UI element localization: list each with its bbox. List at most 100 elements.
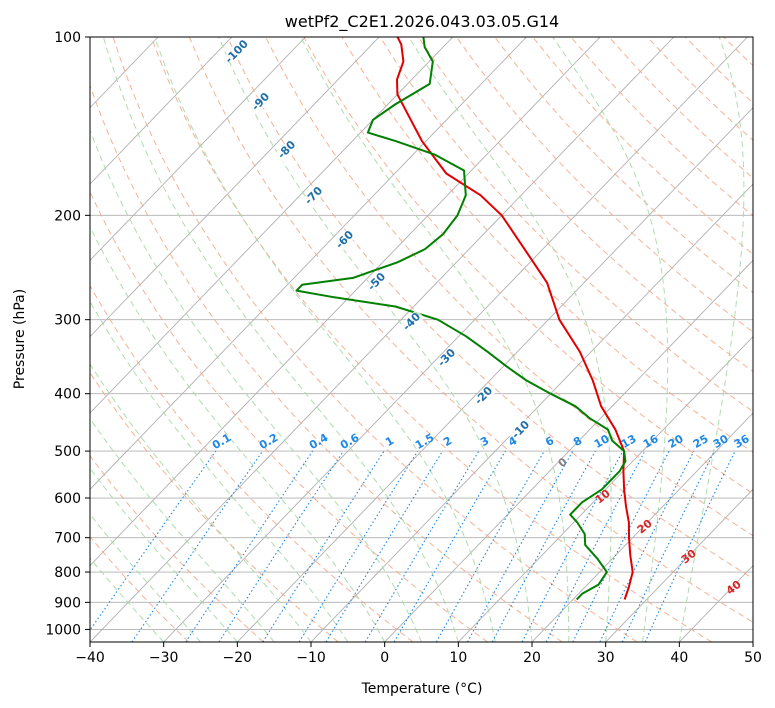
mixing-ratio-line	[621, 450, 715, 642]
isotherm-label-bg	[471, 383, 497, 409]
x-tick-label: −40	[75, 650, 105, 666]
mixing-ratio-label: 6	[543, 434, 556, 449]
dry-adiabat	[90, 284, 414, 642]
background-lines	[0, 37, 775, 642]
y-tick-label: 100	[54, 30, 81, 46]
y-tick-label: 300	[54, 313, 81, 329]
isotherm-line	[90, 37, 380, 338]
mixing-ratio-line	[218, 450, 344, 642]
x-tick-label: 50	[744, 650, 762, 666]
mixing-ratio-line	[467, 450, 574, 642]
moist-adiabat	[90, 467, 238, 642]
dry-adiabat	[150, 37, 712, 642]
mixing-ratio-label: 1	[383, 434, 396, 449]
isotherm-line	[90, 37, 527, 490]
x-tick-label: 20	[523, 650, 541, 666]
dry-adiabat	[303, 37, 753, 495]
dry-adiabat	[90, 190, 488, 642]
moist-adiabat	[218, 37, 533, 642]
isotherm-line	[237, 106, 753, 642]
isotherm-label-bg	[434, 345, 460, 371]
isotherm-label-bg	[274, 137, 300, 163]
isotherm-line	[458, 335, 753, 642]
x-tick-label: 40	[670, 650, 688, 666]
isotherm-label-bg	[508, 417, 534, 443]
moist-adiabat	[90, 363, 312, 642]
isotherm-label-bg	[248, 89, 274, 115]
isotherm-line	[752, 641, 753, 642]
x-tick-label: 30	[597, 650, 615, 666]
mixing-ratio-line	[185, 450, 314, 642]
moist-adiabat	[552, 37, 669, 642]
isotherm-label-bg	[301, 183, 327, 209]
moist-adiabat	[102, 37, 459, 642]
moist-adiabat	[408, 37, 612, 642]
isotherm-line	[0, 37, 11, 642]
dry-adiabat	[90, 371, 339, 642]
y-tick-label: 800	[54, 565, 81, 581]
profile-lines	[295, 37, 634, 601]
dry-adiabat-label: 0	[556, 455, 570, 470]
isotherm-line	[90, 37, 454, 414]
y-tick-label: 1000	[45, 622, 81, 638]
moist-adiabat	[90, 417, 275, 642]
line-labels: -100-90-80-70-60-50-40-30-20-100.1 0.2 0.4…	[210, 37, 752, 597]
dry-adiabat	[762, 37, 775, 642]
moist-adiabat	[300, 37, 570, 642]
mixing-ratio-line	[435, 450, 545, 642]
mixing-ratio-label: 3	[478, 434, 491, 449]
mixing-ratio-line	[325, 450, 444, 642]
dry-adiabat	[646, 37, 753, 141]
isotherm-line	[163, 37, 748, 642]
moist-adiabat	[154, 37, 496, 642]
dry-adiabat	[112, 37, 638, 642]
mixing-ratio-line	[131, 450, 264, 642]
isotherm-label-bg	[364, 269, 390, 295]
dry-adiabat	[341, 37, 753, 453]
y-axis: 100 200 300 400 500 600 700 800 900 1000	[45, 30, 90, 638]
isotherm-line	[90, 37, 306, 261]
moist-adiabat	[90, 128, 422, 642]
x-tick-label: 10	[449, 650, 467, 666]
dry-adiabat	[685, 37, 753, 104]
isotherm-label-bg	[399, 309, 425, 335]
isotherm-line	[384, 259, 753, 642]
dry-adiabat	[570, 37, 753, 217]
moist-adiabat	[90, 300, 349, 642]
x-tick-label: −10	[296, 650, 326, 666]
y-tick-label: 400	[54, 387, 81, 403]
x-axis-title: Temperature (°C)	[361, 681, 483, 697]
mixing-ratio-label: 25	[691, 432, 711, 451]
isotherm-label-bg	[332, 227, 358, 253]
dry-adiabat	[90, 84, 563, 642]
mixing-ratio-line	[393, 450, 506, 642]
dry-adiabat	[265, 37, 753, 537]
y-axis-title: Pressure (hPa)	[12, 289, 28, 389]
moist-adiabat	[678, 37, 745, 642]
isotherm-label: -100	[222, 37, 251, 66]
moist-adiabat	[90, 225, 386, 642]
y-tick-label: 500	[54, 444, 81, 460]
dry-adiabat	[723, 37, 753, 67]
isotherm-label-bg	[224, 39, 250, 65]
isotherm-line	[605, 488, 753, 642]
isotherm-line	[90, 37, 675, 642]
mixing-ratio-line	[491, 450, 596, 642]
y-tick-label: 700	[54, 531, 81, 547]
isotherm-line	[90, 37, 601, 567]
chart-title: wetPf2_C2E1.2026.043.03.05.G14	[285, 12, 559, 32]
mixing-ratio-line	[90, 450, 217, 632]
dry-adiabat	[494, 37, 753, 294]
y-tick-label: 200	[54, 208, 81, 224]
x-axis: −40 −30 −20 −10 0 10 20 30 40 50	[75, 642, 762, 666]
mixing-ratio-label: 0.4	[307, 431, 331, 452]
x-tick-label: −30	[149, 650, 179, 666]
mixing-ratio-label: 0.1	[210, 431, 233, 452]
dry-adiabat	[188, 37, 753, 623]
mixing-ratio-label: 2	[441, 434, 454, 449]
mixing-ratio-line	[262, 450, 385, 642]
mixing-ratio-label: 0.6	[338, 431, 362, 452]
dry-adiabat-label: 10	[593, 487, 613, 507]
dry-adiabat	[90, 454, 264, 642]
